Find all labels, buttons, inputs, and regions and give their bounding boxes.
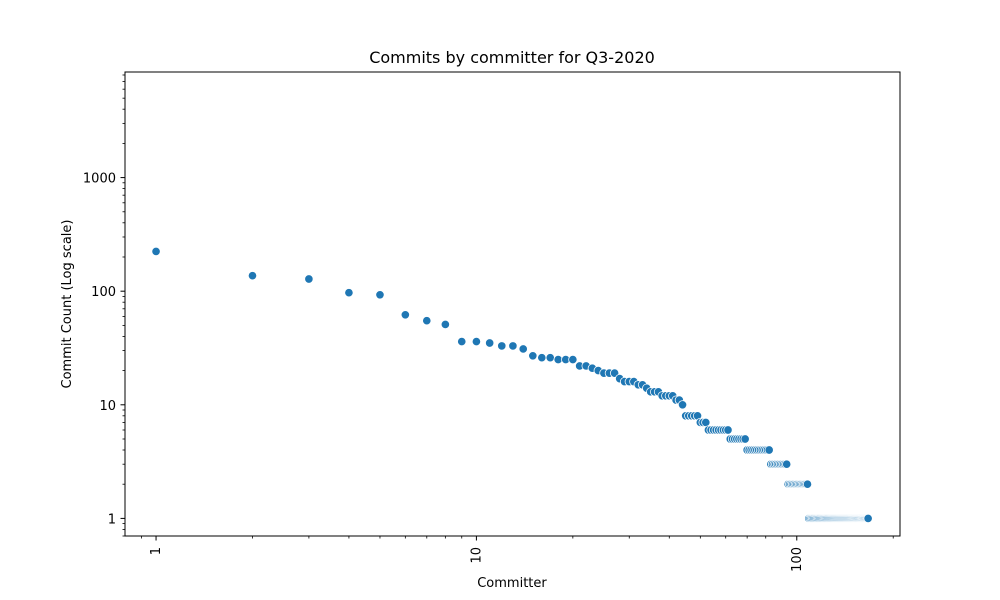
y-axis-label: Commit Count (Log scale)	[60, 220, 75, 389]
plot-frame	[124, 71, 901, 537]
y-tick-label: 1000	[83, 172, 116, 187]
y-tick-label: 100	[91, 285, 116, 300]
data-point	[151, 246, 161, 256]
data-point	[782, 459, 792, 469]
data-point	[518, 344, 528, 354]
data-point	[400, 310, 410, 320]
data-point	[863, 513, 873, 523]
x-axis-label: Committer	[477, 576, 547, 591]
x-tick-label: 10	[469, 547, 484, 564]
chart-title: Commits by committer for Q3-2020	[369, 48, 655, 67]
data-point	[537, 353, 547, 363]
data-point	[701, 417, 711, 427]
data-point	[508, 341, 518, 351]
data-point	[344, 288, 354, 298]
x-tick-label: 100	[790, 547, 805, 572]
x-tick-label: 1	[149, 547, 164, 555]
data-point	[304, 274, 314, 284]
y-tick-label: 1	[108, 512, 116, 527]
data-point	[553, 355, 563, 365]
data-point	[723, 425, 733, 435]
data-point	[485, 338, 495, 348]
data-point	[422, 316, 432, 326]
y-tick-label: 10	[99, 399, 116, 414]
data-point	[247, 271, 258, 281]
data-points	[151, 246, 873, 523]
data-point	[802, 479, 813, 489]
data-point	[471, 337, 481, 347]
data-point	[568, 355, 578, 365]
data-point	[440, 319, 450, 329]
data-point	[375, 290, 385, 300]
data-point	[497, 341, 507, 351]
data-point	[677, 400, 688, 410]
data-point	[528, 351, 538, 361]
data-point	[764, 445, 774, 455]
data-point	[457, 337, 467, 347]
data-point	[545, 353, 555, 363]
data-point	[740, 434, 750, 444]
